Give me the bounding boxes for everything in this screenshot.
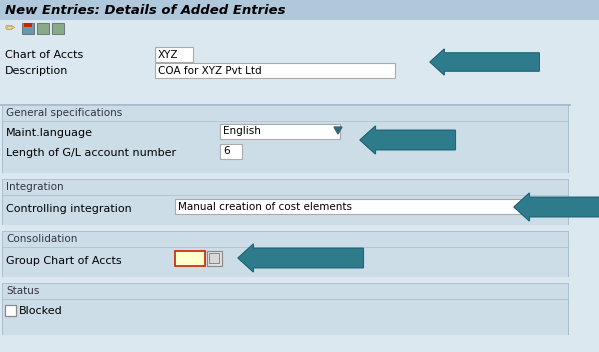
Text: Status: Status <box>6 286 40 296</box>
Text: COA for XYZ Pvt Ltd: COA for XYZ Pvt Ltd <box>158 65 262 75</box>
Bar <box>2 105 568 121</box>
Polygon shape <box>238 244 364 272</box>
Text: New Entries: Details of Added Entries: New Entries: Details of Added Entries <box>5 4 286 17</box>
Polygon shape <box>514 193 599 221</box>
Bar <box>220 124 340 139</box>
Bar <box>2 283 568 299</box>
Polygon shape <box>430 49 539 75</box>
Bar <box>0 225 599 231</box>
Text: 6: 6 <box>223 146 229 157</box>
Bar <box>0 20 599 38</box>
Text: Chart of Accts: Chart of Accts <box>5 50 83 60</box>
Bar <box>2 283 568 335</box>
Bar <box>0 104 570 105</box>
Bar <box>175 199 555 214</box>
Text: ✏: ✏ <box>5 23 16 36</box>
Bar <box>2 179 568 195</box>
Bar <box>37 23 49 34</box>
Bar <box>155 63 395 78</box>
Text: Description: Description <box>5 66 68 76</box>
Text: Manual creation of cost elements: Manual creation of cost elements <box>178 201 352 212</box>
Bar <box>24 23 32 27</box>
Text: Consolidation: Consolidation <box>6 234 77 244</box>
Bar <box>0 277 599 283</box>
Bar <box>0 173 599 179</box>
Bar <box>2 179 568 225</box>
Polygon shape <box>360 126 455 154</box>
Bar <box>0 335 599 352</box>
Bar <box>2 105 568 173</box>
Polygon shape <box>548 202 556 209</box>
Bar <box>22 23 34 34</box>
Bar <box>209 253 219 263</box>
Bar <box>175 251 205 266</box>
Text: Group Chart of Accts: Group Chart of Accts <box>6 256 122 266</box>
Text: Blocked: Blocked <box>19 306 63 315</box>
Bar <box>0 0 599 20</box>
Text: Length of G/L account number: Length of G/L account number <box>6 148 176 158</box>
Text: English: English <box>223 126 261 137</box>
Bar <box>52 23 64 34</box>
Text: Integration: Integration <box>6 182 63 192</box>
Bar <box>0 38 599 105</box>
Bar <box>207 251 222 266</box>
Text: Maint.language: Maint.language <box>6 128 93 138</box>
Text: XYZ: XYZ <box>158 50 179 59</box>
Text: General specifications: General specifications <box>6 108 122 118</box>
Polygon shape <box>334 127 342 134</box>
Text: Controlling integration: Controlling integration <box>6 204 132 214</box>
Bar <box>2 231 568 247</box>
Bar <box>155 47 193 62</box>
Bar <box>5 305 16 316</box>
Bar <box>2 231 568 277</box>
Bar <box>220 144 242 159</box>
